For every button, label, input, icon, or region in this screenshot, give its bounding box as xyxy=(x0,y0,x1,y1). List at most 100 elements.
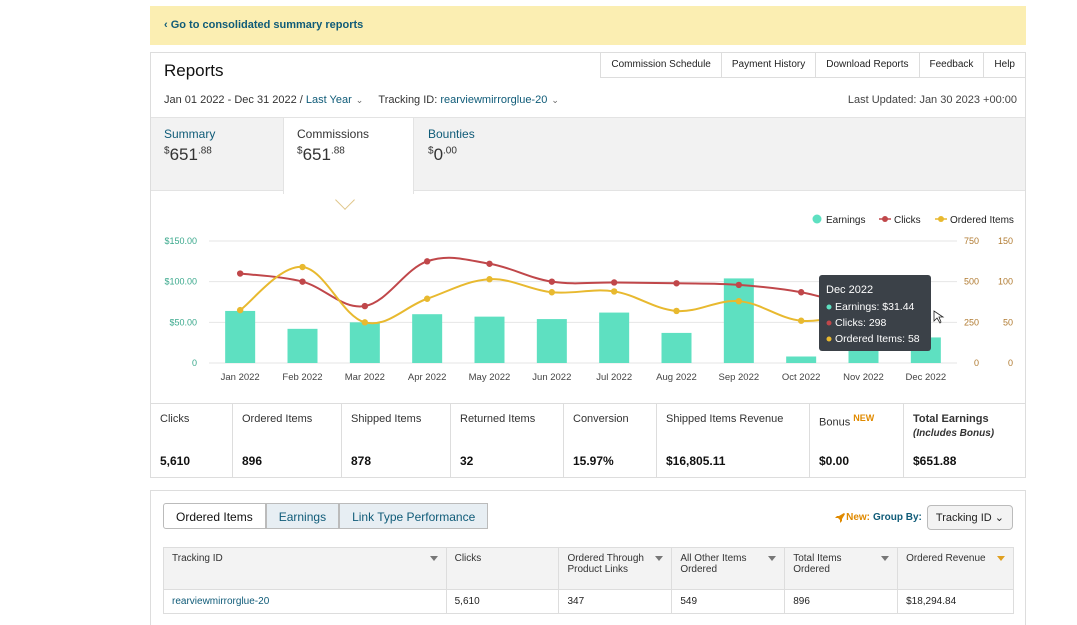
sort-arrow-icon xyxy=(997,556,1005,561)
sort-arrow-icon xyxy=(768,556,777,561)
reports-panel: Reports Commission Schedule Payment Hist… xyxy=(150,52,1026,478)
consolidated-summary-link[interactable]: ‹ Go to consolidated summary reports xyxy=(150,6,1026,45)
stat-value: 896 xyxy=(242,454,263,468)
stat-value: $16,805.11 xyxy=(666,454,726,468)
point-ordered-items xyxy=(797,317,805,324)
stat-label: Shipped Items Revenue xyxy=(666,413,784,425)
bar-earnings xyxy=(412,314,443,363)
point-ordered-items xyxy=(361,319,369,326)
summary-tabs: Summary $651.88 Commissions $651.88 Boun… xyxy=(151,117,1025,194)
rocket-icon xyxy=(835,512,846,523)
cell-ordered-revenue: $18,294.84 xyxy=(897,589,1014,614)
x-tick-label: Jul 2022 xyxy=(596,372,632,383)
y-tick-right-items: 50 xyxy=(1003,317,1013,327)
tooltip-title: Dec 2022 xyxy=(826,284,873,296)
stat-label: Ordered Items xyxy=(242,413,313,425)
tab-ordered-items[interactable]: Ordered Items xyxy=(163,503,266,529)
bar-earnings xyxy=(536,319,567,363)
stats-bar: Clicks 5,610 Ordered Items 896 Shipped I… xyxy=(151,403,1025,478)
legend-label: Ordered Items xyxy=(950,215,1014,226)
bar-earnings xyxy=(723,278,754,363)
x-tick-label: Nov 2022 xyxy=(843,372,884,383)
stat-label: Bonus NEW xyxy=(819,413,875,429)
stat-value: $0.00 xyxy=(819,454,850,468)
bar-earnings xyxy=(225,310,256,363)
point-ordered-items xyxy=(299,263,306,271)
col-ordered-through[interactable]: Ordered Through Product Links xyxy=(558,547,673,590)
col-ordered-revenue[interactable]: Ordered Revenue xyxy=(897,547,1014,590)
legend-label: Earnings xyxy=(826,215,865,226)
point-ordered-items xyxy=(548,289,556,296)
point-clicks xyxy=(735,281,743,289)
tab-label: Bounties xyxy=(428,127,475,141)
stat-bonus: Bonus NEW $0.00 xyxy=(810,404,904,478)
tracking-id-dropdown[interactable]: rearviewmirrorglue-20 xyxy=(440,94,548,106)
point-clicks xyxy=(299,278,306,285)
stat-shipped-revenue: Shipped Items Revenue $16,805.11 xyxy=(657,404,810,478)
group-by-select[interactable]: Tracking ID ⌄ xyxy=(926,505,1013,530)
stat-value: 32 xyxy=(460,454,474,468)
cell-total-items: 896 xyxy=(784,589,899,614)
point-clicks xyxy=(486,260,493,267)
tab-earnings[interactable]: Earnings xyxy=(265,503,340,529)
nav-payment-history[interactable]: Payment History xyxy=(720,53,816,78)
stat-label: Total Earnings xyxy=(913,413,989,425)
page-title: Reports xyxy=(164,61,224,80)
stat-value: 5,610 xyxy=(160,454,191,468)
x-tick-label: Dec 2022 xyxy=(905,372,946,383)
stat-label: Returned Items xyxy=(460,413,536,425)
cell-clicks: 5,610 xyxy=(445,589,560,614)
tooltip-dot xyxy=(826,304,832,310)
stat-label: Conversion xyxy=(573,413,629,425)
point-clicks xyxy=(797,289,805,296)
period-dropdown[interactable]: Last Year xyxy=(305,94,352,106)
bar-earnings xyxy=(786,356,817,363)
point-ordered-items xyxy=(423,295,431,302)
stat-shipped-items: Shipped Items 878 xyxy=(342,404,451,478)
chevron-down-icon[interactable]: ⌄ xyxy=(551,95,559,105)
nav-download-reports[interactable]: Download Reports xyxy=(815,53,919,78)
y-tick-left: $100.00 xyxy=(164,277,197,287)
chevron-down-icon[interactable]: ⌄ xyxy=(355,95,364,105)
point-ordered-items xyxy=(610,288,618,295)
last-updated: Last Updated: Jan 30 2023 +00:00 xyxy=(847,94,1017,106)
point-clicks xyxy=(548,278,556,285)
col-all-other-items[interactable]: All Other Items Ordered xyxy=(671,547,786,590)
tooltip-dot xyxy=(826,336,832,342)
point-ordered-items xyxy=(735,297,743,305)
x-tick-label: Jun 2022 xyxy=(532,372,571,383)
y-tick-right-clicks: 0 xyxy=(974,358,979,368)
tracking-id-link[interactable]: rearviewmirrorglue-20 xyxy=(163,589,447,614)
col-tracking-id[interactable]: Tracking ID xyxy=(163,547,447,590)
tab-bounties[interactable]: Bounties $0.00 xyxy=(415,118,547,192)
tab-summary[interactable]: Summary $651.88 xyxy=(151,118,283,192)
nav-feedback[interactable]: Feedback xyxy=(918,53,984,78)
tab-link-type-performance[interactable]: Link Type Performance xyxy=(339,503,489,529)
x-tick-label: Feb 2022 xyxy=(282,372,322,383)
nav-commission-schedule[interactable]: Commission Schedule xyxy=(600,53,721,78)
tooltip-line: Earnings: $31.44 xyxy=(835,301,915,313)
tooltip-line: Clicks: 298 xyxy=(835,317,887,329)
top-nav: Commission Schedule Payment History Down… xyxy=(600,53,1025,78)
legend-label: Clicks xyxy=(894,215,921,226)
legend-swatch xyxy=(882,216,888,222)
col-clicks[interactable]: Clicks xyxy=(445,547,560,590)
chevron-down-icon: ⌄ xyxy=(994,512,1004,524)
col-total-items[interactable]: Total Items Ordered xyxy=(784,547,899,590)
point-clicks xyxy=(673,280,680,287)
point-ordered-items xyxy=(486,276,493,283)
new-badge: NEW xyxy=(853,413,875,423)
nav-help[interactable]: Help xyxy=(983,53,1025,78)
x-tick-label: Jan 2022 xyxy=(221,372,260,383)
new-label: New: xyxy=(846,512,870,523)
bar-earnings xyxy=(287,328,318,363)
sort-arrow-icon xyxy=(655,556,664,561)
y-tick-right-items: 0 xyxy=(1008,358,1013,368)
cursor-icon xyxy=(933,310,945,324)
bar-earnings xyxy=(474,316,505,363)
tab-commissions[interactable]: Commissions $651.88 xyxy=(283,118,414,194)
table-header-row: Tracking ID Clicks Ordered Through Produc… xyxy=(163,547,1014,590)
stat-conversion: Conversion 15.97% xyxy=(564,404,657,478)
legend-swatch xyxy=(812,214,822,224)
